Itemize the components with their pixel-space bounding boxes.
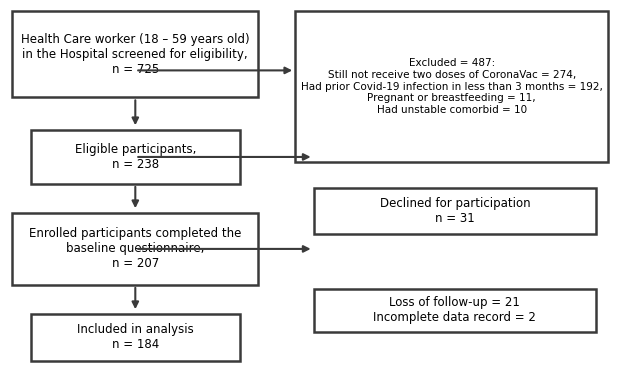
Text: Eligible participants,
n = 238: Eligible participants, n = 238 bbox=[75, 143, 196, 171]
FancyBboxPatch shape bbox=[314, 188, 596, 234]
FancyBboxPatch shape bbox=[31, 314, 240, 361]
Text: Loss of follow-up = 21
Incomplete data record = 2: Loss of follow-up = 21 Incomplete data r… bbox=[374, 296, 536, 324]
Text: Excluded = 487:
Still not receive two doses of CoronaVac = 274,
Had prior Covid-: Excluded = 487: Still not receive two do… bbox=[301, 59, 603, 115]
Text: Enrolled participants completed the
baseline questionnaire,
n = 207: Enrolled participants completed the base… bbox=[29, 227, 241, 270]
FancyBboxPatch shape bbox=[13, 213, 258, 285]
FancyBboxPatch shape bbox=[31, 130, 240, 184]
FancyBboxPatch shape bbox=[13, 11, 258, 98]
FancyBboxPatch shape bbox=[295, 11, 608, 162]
FancyBboxPatch shape bbox=[314, 289, 596, 332]
Text: Included in analysis
n = 184: Included in analysis n = 184 bbox=[77, 323, 194, 351]
Text: Health Care worker (18 – 59 years old)
in the Hospital screened for eligibility,: Health Care worker (18 – 59 years old) i… bbox=[21, 33, 250, 76]
Text: Declined for participation
n = 31: Declined for participation n = 31 bbox=[379, 197, 530, 225]
